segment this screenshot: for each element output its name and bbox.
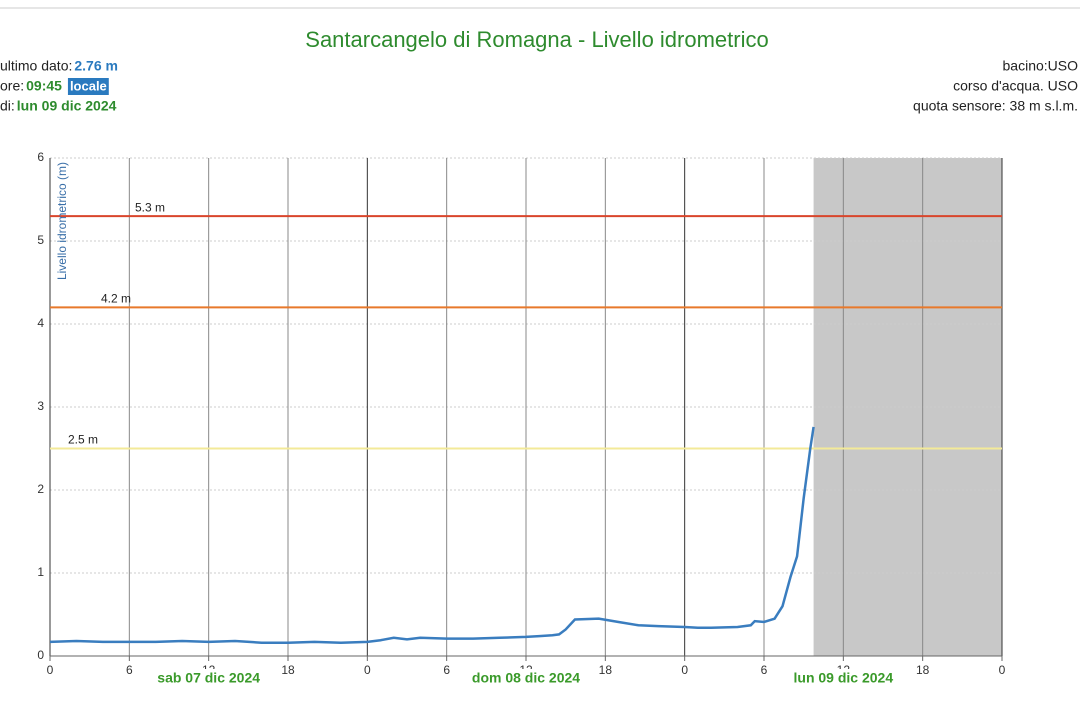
info-value: lun 09 dic 2024 <box>17 98 117 114</box>
y-tick-label: 0 <box>37 648 44 662</box>
day-label: lun 09 dic 2024 <box>794 670 894 686</box>
y-tick-label: 2 <box>37 482 44 496</box>
info-value: 2.76 m <box>74 58 118 74</box>
y-tick-label: 1 <box>37 565 44 579</box>
info-label: ore: <box>0 78 24 94</box>
y-tick-label: 4 <box>37 316 44 330</box>
x-tick-label: 6 <box>126 663 133 677</box>
day-label-bg <box>790 669 897 689</box>
y-tick-label: 6 <box>37 150 44 164</box>
y-axis-label: Livello idrometrico (m) <box>55 162 69 280</box>
threshold-label: 2.5 m <box>68 433 98 447</box>
threshold-label: 4.2 m <box>101 292 131 306</box>
info-right: quota sensore: 38 m s.l.m. <box>913 98 1078 114</box>
badge-text[interactable]: locale <box>70 78 107 93</box>
info-label: di: <box>0 98 15 114</box>
y-tick-label: 5 <box>37 233 44 247</box>
day-label: dom 08 dic 2024 <box>472 670 580 686</box>
info-right: corso d'acqua. USO <box>953 78 1078 94</box>
info-value: 09:45 <box>26 78 62 94</box>
badge <box>67 78 109 95</box>
x-tick-label: 0 <box>364 663 371 677</box>
y-tick-label: 3 <box>37 399 44 413</box>
x-tick-label: 18 <box>916 663 930 677</box>
x-tick-label: 0 <box>999 663 1006 677</box>
threshold-label: 5.3 m <box>135 200 165 214</box>
day-label-bg <box>468 669 584 689</box>
info-label: ultimo dato: <box>0 58 72 74</box>
day-label: sab 07 dic 2024 <box>157 670 260 686</box>
x-tick-label: 0 <box>681 663 688 677</box>
day-label-bg <box>154 669 264 689</box>
data-line <box>49 426 815 644</box>
x-tick-label: 0 <box>47 663 54 677</box>
info-right: bacino:USO <box>1003 58 1079 74</box>
x-tick-label: 6 <box>443 663 450 677</box>
x-tick-label: 18 <box>599 663 613 677</box>
chart-title: Santarcangelo di Romagna - Livello idrom… <box>305 27 768 52</box>
x-tick-label: 6 <box>761 663 768 677</box>
x-tick-label: 18 <box>281 663 295 677</box>
